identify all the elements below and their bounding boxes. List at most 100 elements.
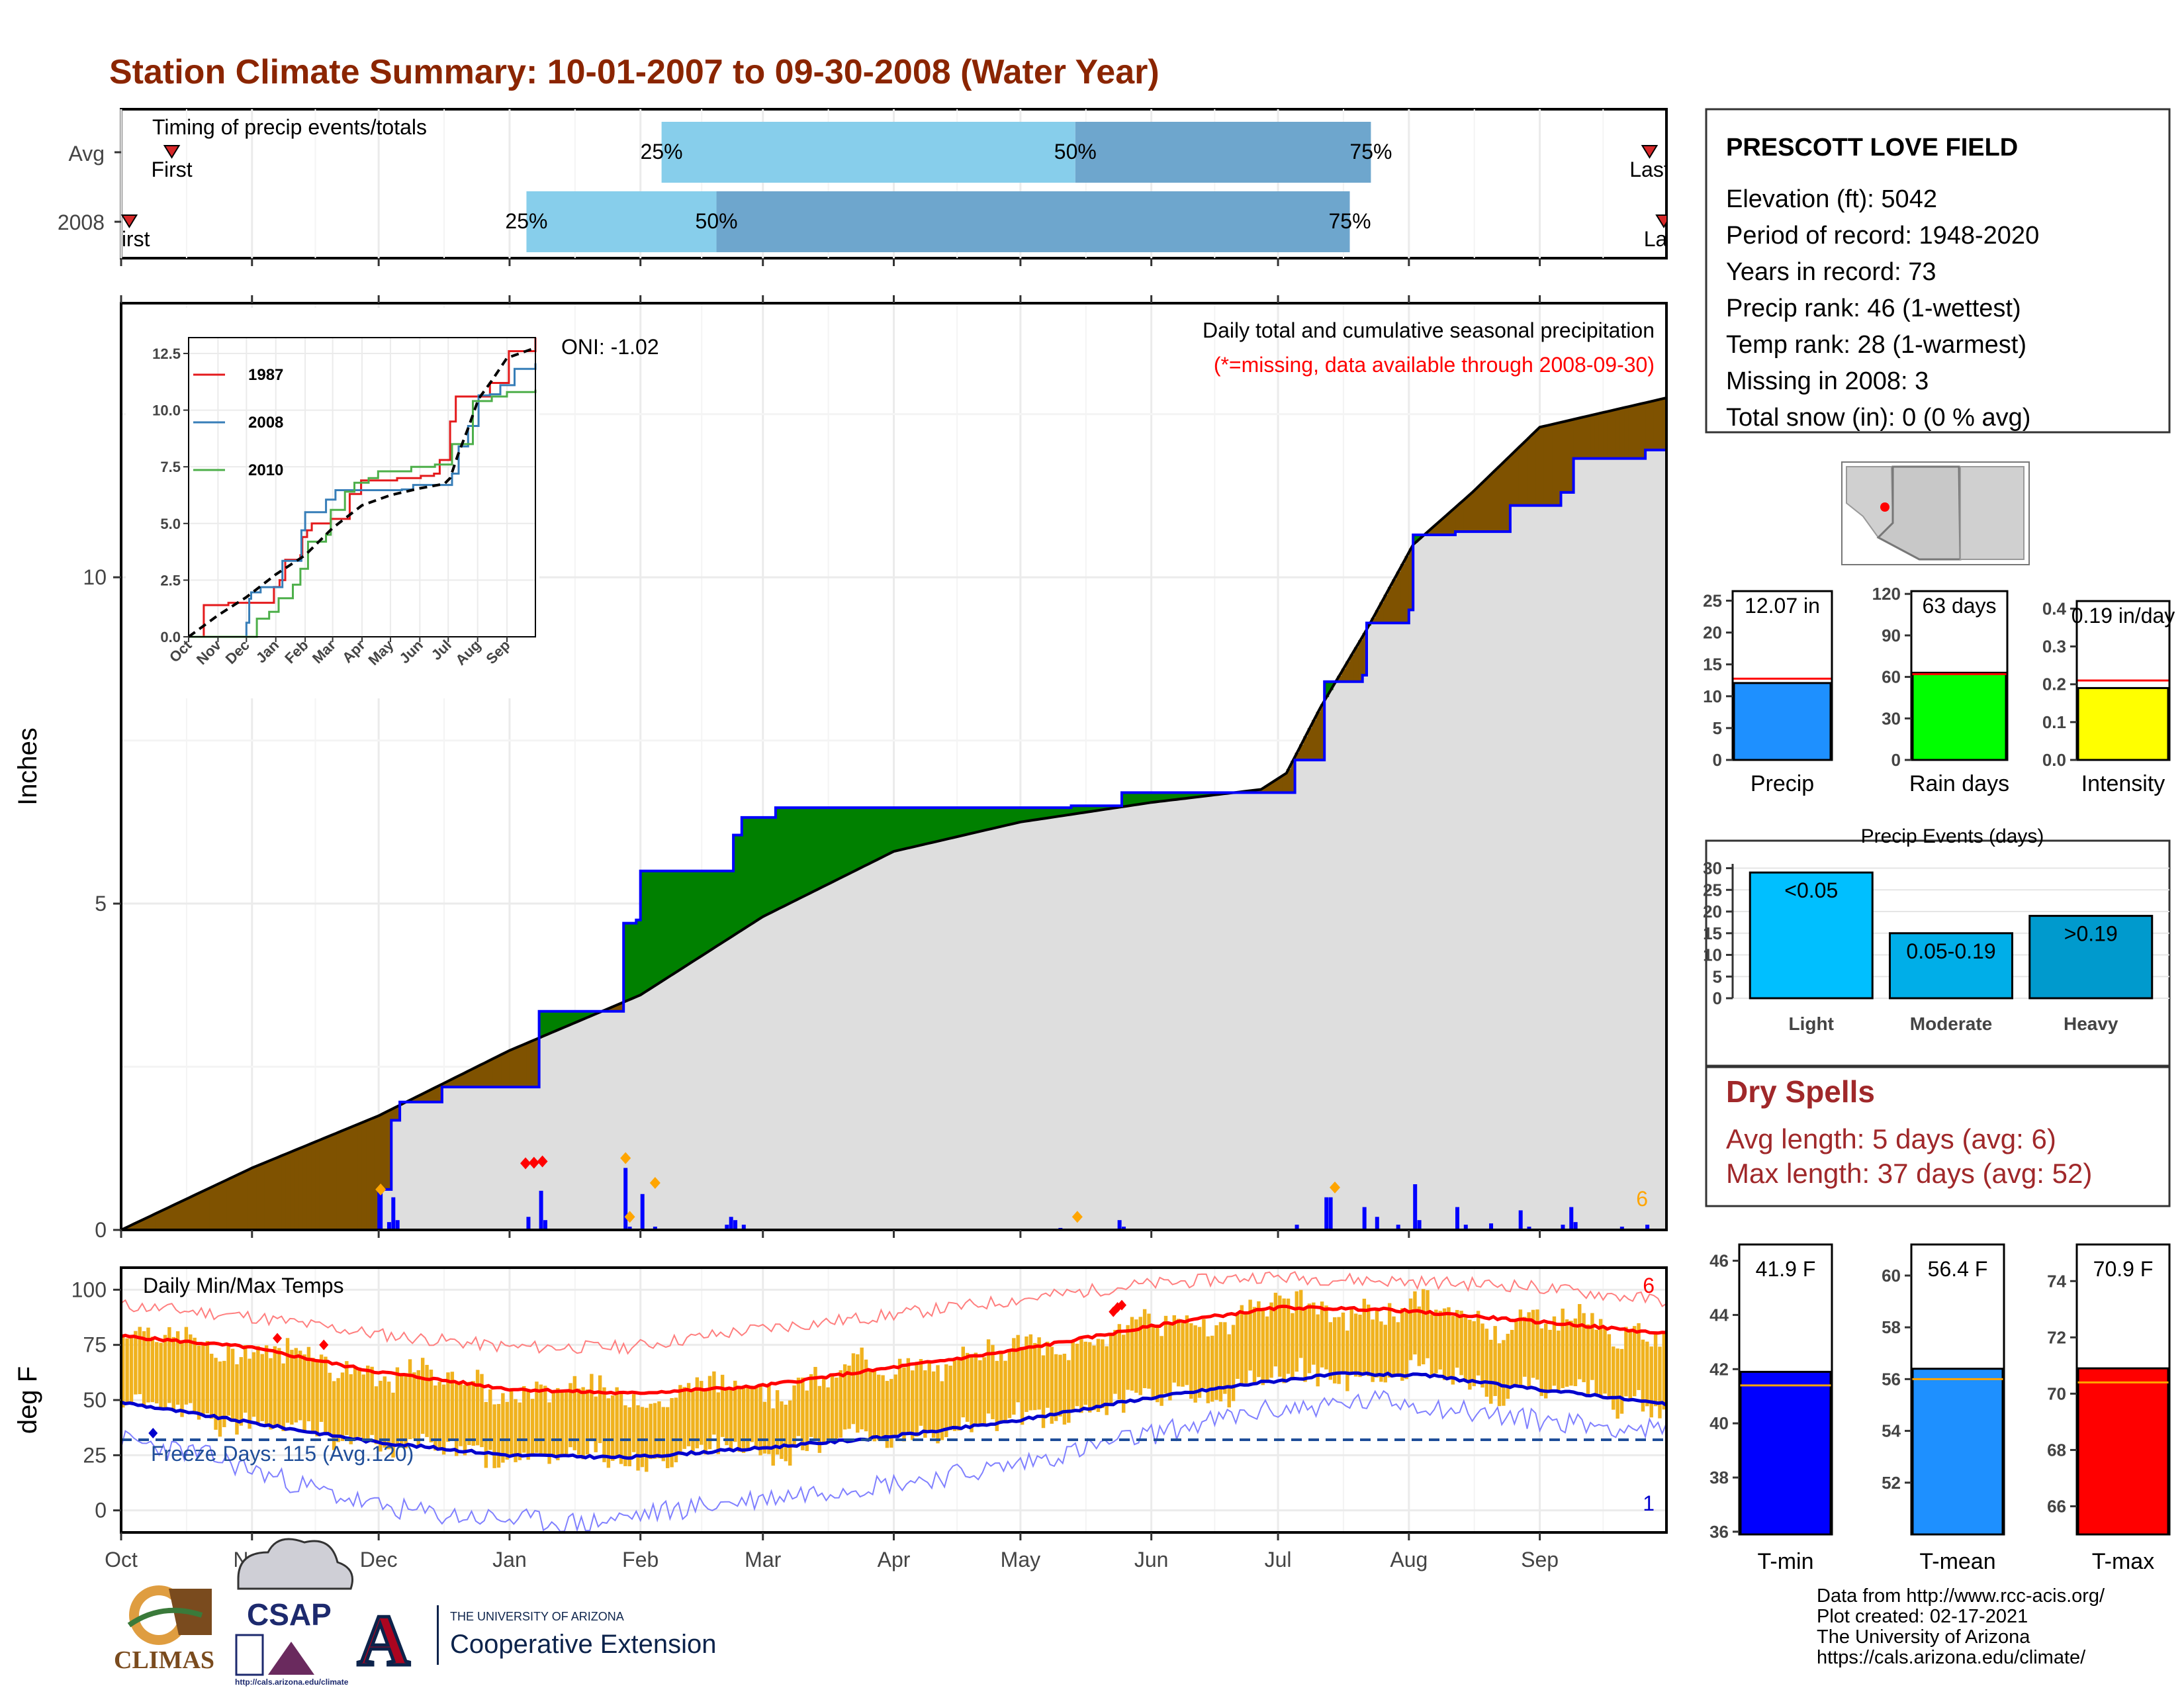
daily-temp-bar [1193,1325,1197,1403]
daily-precip-bar [1619,1227,1624,1230]
precip-departure-fill [1653,400,1659,450]
events-bar-moderate [1889,932,2013,1000]
precip-departure-fill [872,808,878,861]
csap-logo: CSAP http://cals.arizona.edu/climate [235,1538,353,1687]
daily-temp-bar [1421,1289,1426,1365]
month-label: Oct [105,1548,138,1571]
summary-bars: 0 5 10 15 20 25 12.07 in Precip 0 30 60 90 120 63 day… [1703,584,2175,796]
summary-ytick-label: 36 [1709,1522,1729,1542]
daily-temp-bar [315,1362,319,1436]
precip-departure-fill [1628,406,1633,459]
daily-temp-bar [1527,1312,1531,1387]
daily-precip-bar [1362,1207,1367,1230]
precip-departure-fill [1430,528,1435,535]
daily-temp-bar [961,1346,965,1418]
precip-departure-fill [218,1182,223,1230]
daily-precip-bar [1413,1184,1418,1230]
summary-ytick-label: 58 [1882,1317,1901,1337]
daily-temp-bar [1578,1303,1582,1380]
daily-temp-bar [1480,1323,1484,1388]
precip-departure-fill [919,808,924,845]
station-location-marker [1880,502,1889,512]
summary-ytick-label: 44 [1709,1305,1729,1325]
daily-temp-bar [150,1336,155,1403]
precip-departure-fill [134,1223,139,1230]
daily-temp-bar [433,1385,437,1451]
events-category-label: Light [1789,1013,1834,1034]
precip-departure-fill [273,1158,278,1230]
daily-temp-bar [1557,1331,1561,1391]
daily-temp-bar [906,1358,911,1432]
daily-temp-bar [919,1359,923,1426]
precip-departure-fill [631,923,637,998]
precip-departure-fill [1379,602,1385,624]
daily-precip-bar [526,1217,531,1230]
precip-departure-fill [1337,675,1342,682]
daily-temp-bar [771,1408,775,1466]
daily-temp-bar [222,1360,226,1427]
precip-departure-fill [923,808,929,845]
summary-ytick-label: 0.2 [2042,675,2066,694]
precip-departure-fill [328,1135,333,1230]
precip-departure-fill [1303,736,1308,761]
daily-temp-bar [737,1389,741,1452]
daily-temp-bar [1320,1301,1324,1368]
daily-temp-bar [522,1385,526,1453]
daily-temp-bar [1645,1341,1649,1407]
timing-first-marker [121,214,138,228]
precip-departure-fill [446,1080,451,1088]
precip-departure-fill [1598,412,1604,459]
precip-departure-fill [1109,806,1114,809]
precip-departure-fill [611,1006,616,1011]
daily-temp-bar [412,1372,416,1439]
daily-temp-bar [1607,1334,1612,1397]
precip-departure-fill [1181,792,1186,799]
daily-temp-bar [598,1375,602,1444]
daily-precip-bar [395,1220,400,1230]
daily-temp-bar [1430,1314,1434,1376]
precip-departure-fill [518,1046,523,1088]
precip-departure-fill [784,808,789,906]
daily-temp-bar [294,1348,298,1423]
daily-temp-bar [581,1387,585,1460]
precip-departure-fill [986,808,991,829]
daily-precip-bar [653,1227,657,1230]
precip-departure-fill [357,1123,363,1230]
precip-departure-fill [256,1165,261,1230]
precip-departure-fill [1282,774,1287,793]
daily-temp-bar [944,1364,948,1438]
daily-temp-bar [1582,1313,1586,1383]
precip-departure-fill [1413,535,1418,543]
precip-departure-fill [142,1219,147,1230]
daily-temp-bar [214,1358,218,1430]
missing-day-marker [1329,1181,1340,1194]
daily-temp-bar [264,1345,269,1426]
precip-departure-fill [805,808,810,895]
daily-temp-bar [695,1377,700,1448]
daily-temp-bar [1379,1321,1383,1382]
precip-departure-fill [484,1062,489,1088]
daily-temp-bar [805,1390,809,1452]
record-precip-marker [528,1156,539,1169]
daily-temp-bar [1502,1340,1506,1406]
precip-departure-fill [429,1089,434,1102]
daily-temp-bar [1096,1338,1101,1413]
precip-departure-fill [564,1011,569,1027]
precip-departure-fill [1493,470,1498,532]
month-label: Feb [622,1548,659,1571]
daily-temp-bar [353,1366,357,1438]
daily-temp-bar [999,1353,1003,1421]
precip-departure-fill [496,1055,502,1088]
daily-temp-bar [767,1383,771,1454]
precip-departure-fill [1126,792,1131,806]
daily-temp-bar [1383,1325,1387,1383]
precip-departure-fill [780,808,785,908]
precip-departure-fill [1003,808,1009,825]
precip-departure-fill [978,808,983,831]
station-temp-rank: Temp rank: 28 (1-warmest) [1726,331,2026,359]
precip-departure-fill [437,1085,443,1102]
precip-departure-fill [1615,408,1621,459]
timing-last-marker [1641,145,1659,159]
daily-temp-bar [851,1353,856,1425]
temp-corner-bottom: 1 [1643,1491,1655,1515]
